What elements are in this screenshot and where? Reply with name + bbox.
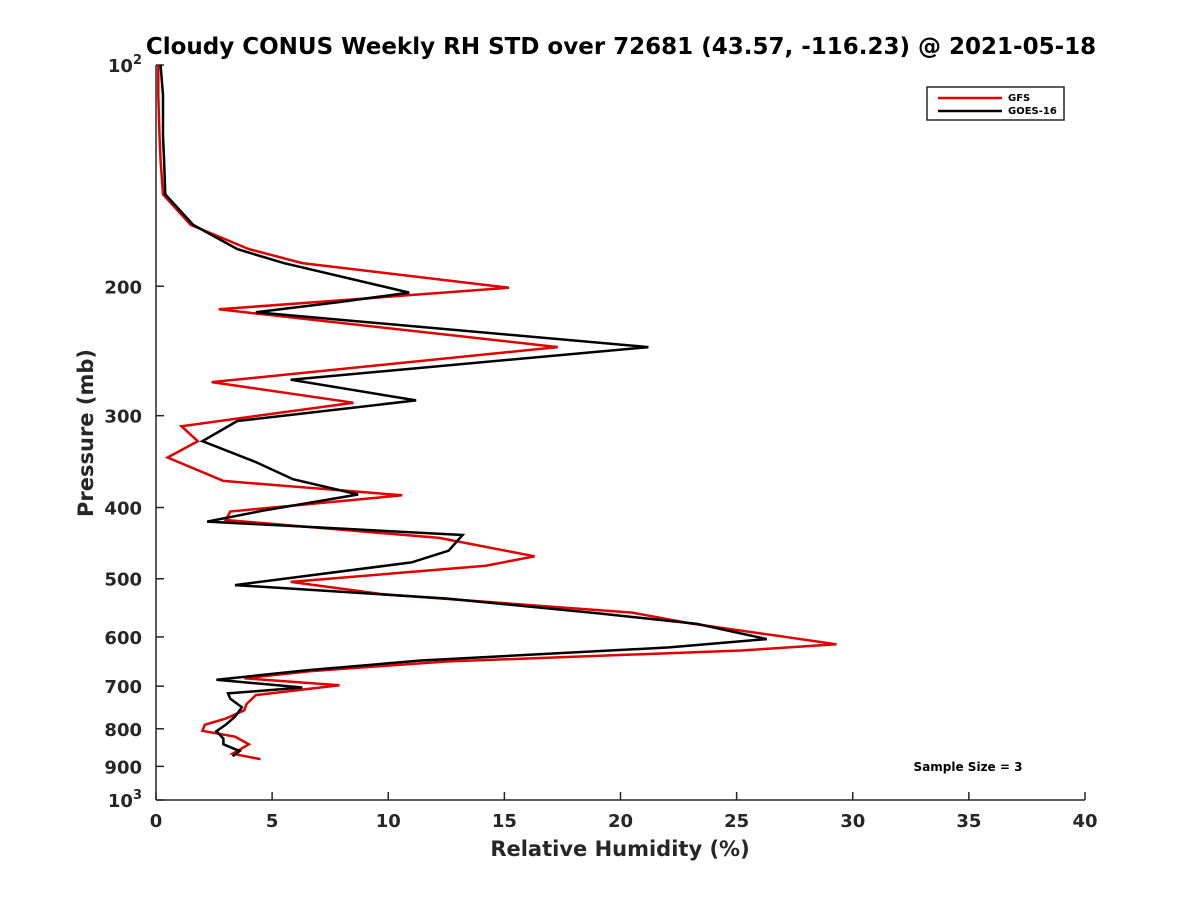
- y-tick-label: 500: [104, 570, 142, 591]
- x-tick-label: 0: [150, 811, 163, 832]
- y-tick-label: 200: [104, 277, 142, 298]
- x-tick-label: 20: [608, 811, 633, 832]
- x-tick-label: 5: [266, 811, 279, 832]
- x-tick-label: 10: [376, 811, 401, 832]
- y-tick-label: 103: [108, 788, 142, 812]
- legend-label-goes16: GOES-16: [1008, 106, 1057, 117]
- y-tick-label: 700: [104, 677, 142, 698]
- x-tick-label: 30: [840, 811, 865, 832]
- legend-label-gfs: GFS: [1008, 93, 1030, 104]
- y-axis-label: Pressure (mb): [74, 349, 98, 517]
- x-tick-label: 40: [1072, 811, 1097, 832]
- y-tick-label: 900: [104, 757, 142, 778]
- legend-box: [926, 86, 1065, 121]
- chart-title: Cloudy CONUS Weekly RH STD over 72681 (4…: [146, 34, 1096, 60]
- y-tick-label: 300: [104, 407, 142, 428]
- x-axis-ticks: 0 5 10 15 20 25 30 35 40: [150, 792, 1098, 832]
- y-axis-ticks: 102 200 300 400 500 600 700 800 900 103: [104, 53, 164, 812]
- series-line-gfs: [157, 65, 837, 761]
- plot-area: 0 5 10 15 20 25 30 35 40 102 200 300 400 500 600 700 80…: [104, 53, 1097, 832]
- legend: GFS GOES-16: [926, 86, 1065, 121]
- x-tick-label: 35: [956, 811, 981, 832]
- sample-size-annotation: Sample Size = 3: [914, 760, 1023, 774]
- y-tick-label: 102: [108, 53, 142, 77]
- x-tick-label: 15: [492, 811, 517, 832]
- y-tick-label: 400: [104, 499, 142, 520]
- series-line-goes-16: [159, 64, 768, 758]
- y-tick-label: 600: [104, 628, 142, 649]
- series-lines: [157, 64, 837, 761]
- y-tick-label: 800: [104, 720, 142, 741]
- x-axis-label: Relative Humidity (%): [490, 837, 749, 861]
- x-tick-label: 25: [724, 811, 749, 832]
